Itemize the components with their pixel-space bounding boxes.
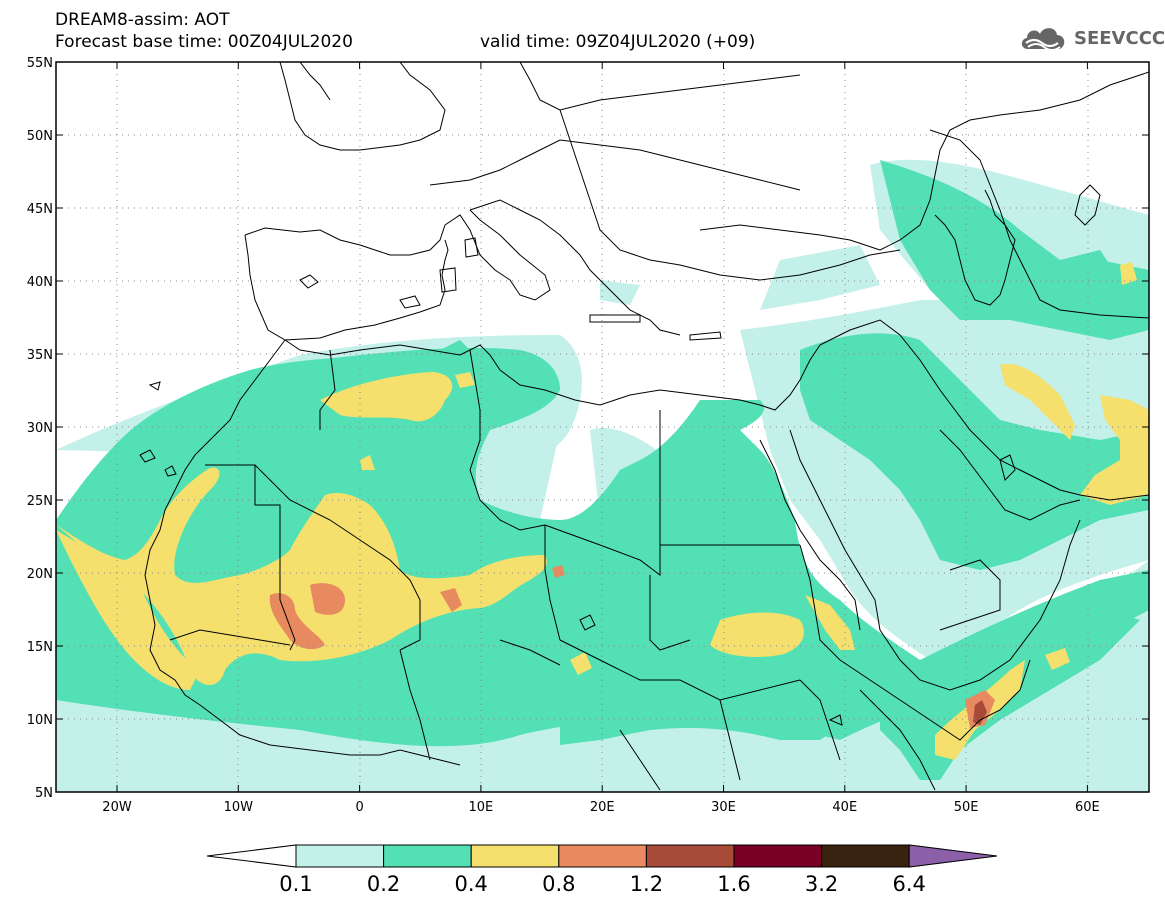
lon-tick-label: 60E bbox=[1075, 800, 1100, 815]
colorbar-label: 1.6 bbox=[717, 872, 750, 896]
colorbar-label: 0.4 bbox=[454, 872, 487, 896]
lat-tick-label: 50N bbox=[27, 129, 53, 144]
colorbar-label: 0.2 bbox=[367, 872, 400, 896]
forecast-base-time: Forecast base time: 00Z04JUL2020 bbox=[55, 32, 353, 52]
colorbar-label: 6.4 bbox=[892, 872, 925, 896]
colorbar-min-arrow bbox=[206, 844, 297, 868]
lon-tick-label: 0 bbox=[355, 800, 363, 815]
lat-tick-label: 20N bbox=[27, 567, 53, 582]
lat-tick-label: 25N bbox=[27, 494, 53, 509]
aot-level-0-4 bbox=[56, 262, 1149, 760]
logo-text: SEEVCCC bbox=[1074, 27, 1165, 49]
lat-tick-label: 10N bbox=[27, 713, 53, 728]
lon-tick-label: 20W bbox=[102, 800, 132, 815]
colorbar-label: 0.8 bbox=[542, 872, 575, 896]
map-title: DREAM8-assim: AOT bbox=[55, 10, 230, 30]
lon-tick-label: 30E bbox=[711, 800, 736, 815]
colorbar-swatch bbox=[383, 844, 472, 868]
graticule bbox=[56, 62, 1149, 792]
colorbar-swatch bbox=[645, 844, 735, 868]
lon-tick-label: 10E bbox=[469, 800, 494, 815]
aot-level-0-8 bbox=[269, 565, 995, 728]
colorbar-swatch bbox=[295, 844, 385, 868]
latitude-axis: 55N 50N 45N 40N 35N 30N 25N 20N 15N 10N 5N bbox=[27, 56, 1149, 801]
longitude-axis: 20W 10W 0 10E 20E 30E 40E 50E 60E bbox=[102, 62, 1100, 815]
lat-tick-label: 45N bbox=[27, 202, 53, 217]
lat-tick-label: 30N bbox=[27, 421, 53, 436]
coastlines-and-borders bbox=[139, 62, 1149, 791]
cloud-icon bbox=[1021, 28, 1065, 51]
aot-colorbar: 0.1 0.2 0.4 0.8 1.2 1.6 3.2 6.4 bbox=[206, 844, 998, 896]
seevccc-logo: SEEVCCC bbox=[1018, 22, 1165, 54]
lon-tick-label: 10W bbox=[224, 800, 254, 815]
lat-tick-label: 15N bbox=[27, 640, 53, 655]
colorbar-swatch bbox=[558, 844, 647, 868]
aot-level-1-2 bbox=[973, 700, 987, 725]
lon-tick-label: 40E bbox=[832, 800, 857, 815]
colorbar-swatch bbox=[470, 844, 560, 868]
lat-tick-label: 40N bbox=[27, 275, 53, 290]
aot-field bbox=[56, 62, 1149, 792]
colorbar-label: 3.2 bbox=[805, 872, 838, 896]
colorbar-swatch bbox=[733, 844, 823, 868]
colorbar-swatch bbox=[821, 844, 910, 868]
colorbar-label: 1.2 bbox=[630, 872, 663, 896]
lon-tick-label: 50E bbox=[954, 800, 979, 815]
lat-tick-label: 55N bbox=[27, 56, 53, 71]
valid-time: valid time: 09Z04JUL2020 (+09) bbox=[480, 32, 756, 52]
lat-tick-label: 5N bbox=[35, 786, 53, 801]
lon-tick-label: 20E bbox=[590, 800, 615, 815]
colorbar-max-arrow bbox=[908, 844, 998, 868]
colorbar-label: 0.1 bbox=[279, 872, 312, 896]
lat-tick-label: 35N bbox=[27, 348, 53, 363]
